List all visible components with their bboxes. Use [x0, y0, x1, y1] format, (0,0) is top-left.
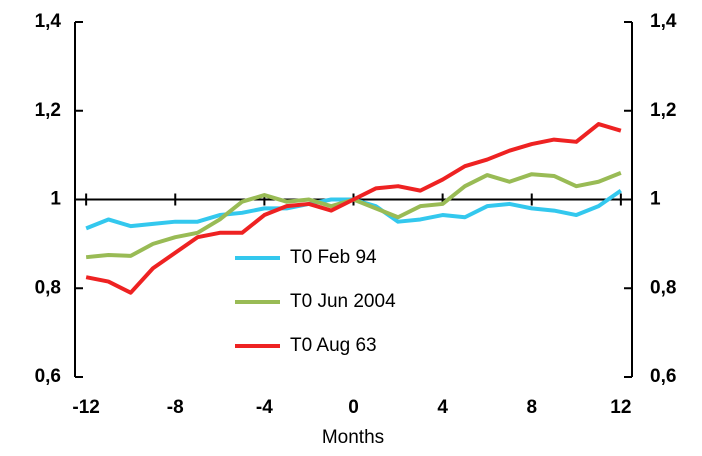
legend-label: T0 Aug 63 — [290, 335, 377, 356]
y2-tick-label: 1,2 — [650, 100, 676, 121]
line-series — [85, 122, 622, 295]
y2-tick-label: 0,6 — [650, 366, 676, 387]
legend-label: T0 Jun 2004 — [290, 291, 396, 312]
y-tick-label: 0,8 — [35, 277, 61, 298]
y-tick-label: 1,2 — [35, 100, 61, 121]
x-tick-label: -8 — [167, 397, 184, 418]
x-tick-label: 12 — [610, 397, 631, 418]
x-tick-label: 4 — [437, 397, 448, 418]
y-tick-label: 1,4 — [35, 11, 62, 32]
x-tick-label: -4 — [256, 397, 273, 418]
y-tick-label: 1 — [50, 189, 61, 210]
legend-label: T0 Feb 94 — [290, 247, 377, 268]
y2-tick-label: 1 — [650, 189, 661, 210]
x-tick-label: 8 — [526, 397, 537, 418]
line-series — [85, 171, 622, 260]
x-axis-label: Months — [322, 427, 384, 448]
x-tick-label: 0 — [348, 397, 359, 418]
x-tick-label: -12 — [72, 397, 99, 418]
y-tick-label: 0,6 — [35, 366, 61, 387]
y2-tick-label: 0,8 — [650, 277, 676, 298]
y2-tick-label: 1,4 — [650, 11, 677, 32]
